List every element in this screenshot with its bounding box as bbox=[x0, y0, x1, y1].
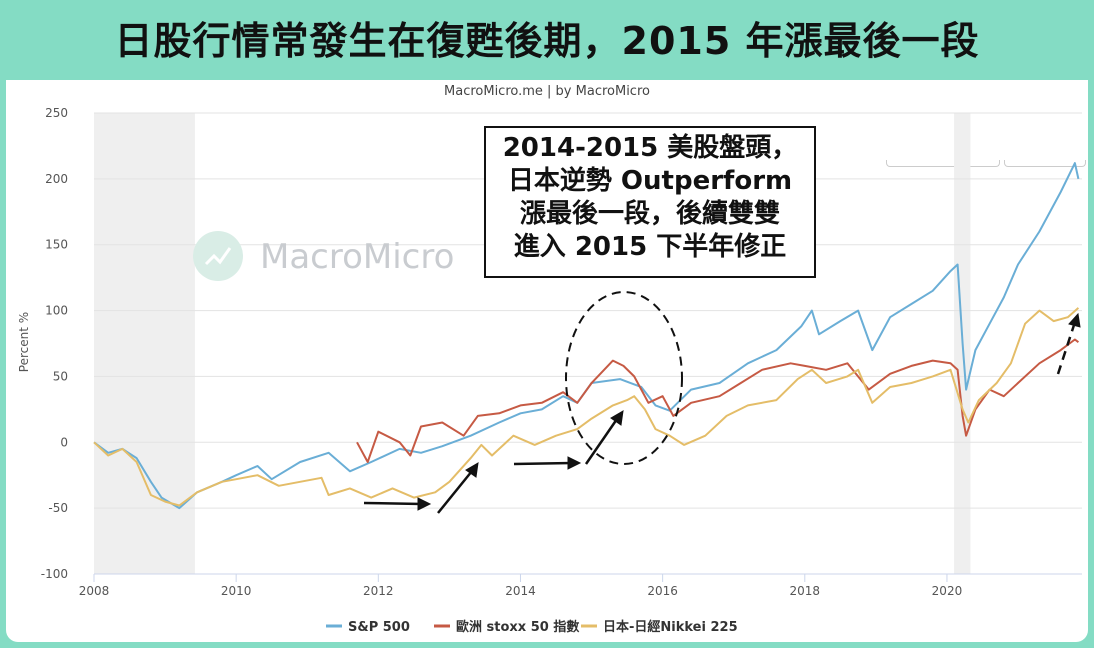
annotation-line-4: 進入 2015 下半年修正 bbox=[513, 232, 787, 262]
legend-item[interactable]: 日本-日經Nikkei 225 bbox=[603, 619, 738, 635]
recession-band bbox=[94, 113, 195, 574]
x-tick-label: 2016 bbox=[647, 584, 678, 598]
x-tick-label: 2010 bbox=[221, 584, 252, 598]
series-line-0 bbox=[93, 162, 1080, 510]
watermark-logo-icon bbox=[193, 231, 243, 281]
arrowhead-1 bbox=[417, 497, 432, 511]
arrowhead-4 bbox=[610, 410, 624, 426]
annotation-overlay bbox=[363, 291, 1081, 514]
watermark: MacroMicro bbox=[193, 231, 454, 281]
series-line-1 bbox=[356, 338, 1080, 463]
recession-bands bbox=[94, 113, 971, 574]
arrowhead-3 bbox=[567, 456, 582, 470]
x-tick-label: 2014 bbox=[505, 584, 536, 598]
arrow-5 bbox=[1056, 324, 1076, 375]
annotation-line-2: 日本逆勢 Outperform bbox=[507, 166, 793, 196]
y-axis: 250 200 150 100 50 0 -50 -100 bbox=[41, 106, 68, 581]
chart-source: MacroMicro.me | by MacroMicro bbox=[444, 84, 650, 99]
watermark-chart-icon bbox=[204, 247, 232, 266]
annotation-line-1: 2014-2015 美股盤頭， bbox=[502, 133, 798, 163]
y-tick-label: -50 bbox=[48, 501, 68, 515]
chart-menu-button-1[interactable] bbox=[886, 160, 1000, 167]
y-axis-label: Percent % bbox=[17, 312, 31, 372]
page-title: 日股行情常發生在復甦後期，2015 年漲最後一段 bbox=[114, 19, 980, 63]
chart-menu-button-2[interactable] bbox=[1004, 160, 1086, 167]
watermark-text: MacroMicro bbox=[260, 237, 454, 277]
x-tick-label: 2008 bbox=[79, 584, 110, 598]
arrow-1 bbox=[363, 501, 423, 506]
arrowhead-2 bbox=[465, 462, 479, 478]
y-tick-label: 200 bbox=[45, 172, 68, 186]
y-tick-label: 0 bbox=[60, 435, 68, 449]
arrow-4 bbox=[584, 418, 619, 465]
line-chart: MacroMicro.me | by MacroMicro MacroMicro… bbox=[17, 84, 1082, 635]
annotation-line-3: 漲最後一段，後續雙雙 bbox=[519, 199, 780, 229]
arrow-2 bbox=[437, 470, 473, 514]
arrowhead-5 bbox=[1068, 312, 1081, 328]
legend-item[interactable]: 歐洲 stoxx 50 指數 bbox=[456, 619, 579, 635]
x-tick-label: 2020 bbox=[932, 584, 963, 598]
arrow-3 bbox=[513, 461, 573, 466]
series-lines bbox=[93, 162, 1080, 510]
annotation-callout: 2014-2015 美股盤頭， 日本逆勢 Outperform 漲最後一段，後續… bbox=[484, 126, 816, 278]
legend-item[interactable]: S&P 500 bbox=[348, 620, 410, 635]
x-tick-label: 2018 bbox=[790, 584, 821, 598]
series-line-2 bbox=[93, 307, 1080, 507]
y-tick-label: 50 bbox=[53, 369, 68, 383]
y-tick-label: 100 bbox=[45, 304, 68, 318]
x-tick-label: 2012 bbox=[363, 584, 394, 598]
y-tick-label: 150 bbox=[45, 238, 68, 252]
highlight-ellipse bbox=[565, 291, 683, 465]
y-tick-label: 250 bbox=[45, 106, 68, 120]
legend: S&P 500 歐洲 stoxx 50 指數 日本-日經Nikkei 225 bbox=[326, 619, 738, 635]
x-axis: 2008 2010 2012 2014 2016 2018 2020 bbox=[79, 573, 1082, 598]
y-tick-label: -100 bbox=[41, 567, 68, 581]
